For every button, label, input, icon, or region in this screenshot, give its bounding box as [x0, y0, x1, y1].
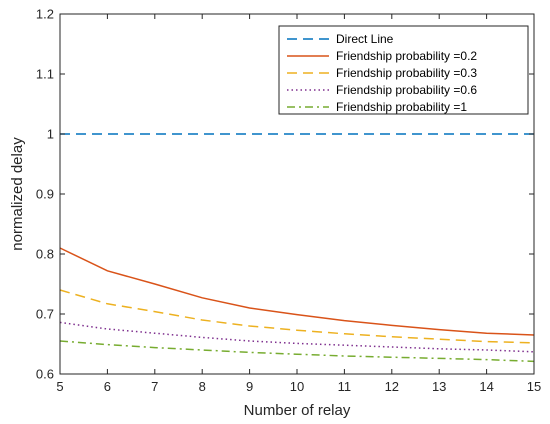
x-axis-title: Number of relay — [244, 402, 351, 419]
x-tick-label: 9 — [246, 379, 253, 394]
x-tick-label: 13 — [432, 379, 446, 394]
y-tick-label: 1.1 — [36, 67, 54, 82]
x-tick-label: 15 — [527, 379, 541, 394]
y-tick-label: 0.9 — [36, 187, 54, 202]
x-tick-label: 10 — [290, 379, 304, 394]
series-line-4 — [59, 321, 535, 353]
legend-label-5: Friendship probability =1 — [336, 100, 467, 114]
series-line-3 — [59, 289, 535, 344]
x-tick-label: 7 — [151, 379, 158, 394]
x-tick-label: 6 — [104, 379, 111, 394]
y-tick-label: 0.6 — [36, 367, 54, 382]
legend-label-4: Friendship probability =0.6 — [336, 83, 477, 97]
legend-label-2: Friendship probability =0.2 — [336, 49, 477, 63]
x-tick-label: 14 — [479, 379, 493, 394]
y-tick-label: 1 — [47, 127, 54, 142]
y-tick-label: 0.7 — [36, 307, 54, 322]
x-tick-label: 5 — [56, 379, 63, 394]
y-axis-title: normalized delay — [9, 137, 26, 251]
y-tick-label: 0.8 — [36, 247, 54, 262]
legend-label-1: Direct Line — [336, 32, 394, 46]
legend-box — [278, 25, 529, 115]
legend: Direct Line Friendship probability =0.2 Fr… — [278, 25, 529, 115]
series-layer — [59, 133, 535, 363]
x-tick-label: 12 — [385, 379, 399, 394]
series-line-5 — [59, 340, 535, 363]
ticks-layer: 5 6 7 8 9 10 11 12 13 14 15 0.6 0.7 0.8 0.9 1 1.1 1.2 — [36, 7, 541, 395]
legend-label-3: Friendship probability =0.3 — [336, 66, 477, 80]
y-tick-label: 1.2 — [36, 7, 54, 22]
x-tick-label: 11 — [338, 379, 352, 394]
x-tick-label: 8 — [199, 379, 206, 394]
series-line-2 — [59, 247, 535, 336]
